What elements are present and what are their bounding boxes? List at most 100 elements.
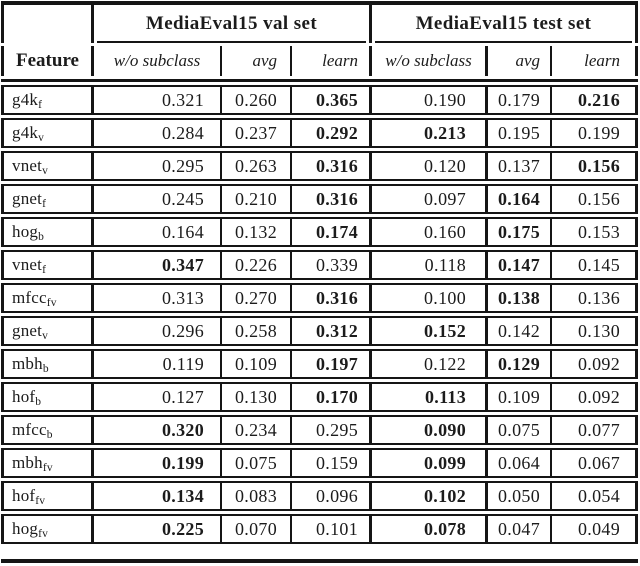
cell-val-avg: 0.083 [222, 483, 292, 509]
feature-subscript: f [42, 264, 47, 276]
cell-val-learn: 0.174 [292, 219, 372, 245]
cell-test-learn: 0.136 [578, 287, 620, 308]
cell-val-wo-subclass: 0.321 [94, 87, 222, 113]
cell-test-learn: 0.156 [578, 188, 620, 209]
val-set-group-label: MediaEval15 val set [145, 13, 318, 34]
table-row: g4kf 0.321 0.260 0.365 0.190 0.179 0.216 [1, 85, 638, 115]
table-row: mbhfv 0.199 0.075 0.159 0.099 0.064 0.067 [1, 448, 638, 478]
table-row: g4kv 0.284 0.237 0.292 0.213 0.195 0.199 [1, 118, 638, 148]
test-wo-subclass-column-header: w/o subclass [372, 46, 488, 76]
cell-val-wo-subclass: 0.225 [94, 516, 222, 542]
test-set-group-header: MediaEval15 test set [372, 5, 635, 43]
cell-test-avg: 0.129 [488, 351, 552, 377]
feature-label: hofb [12, 387, 42, 408]
table-body: g4kf 0.321 0.260 0.365 0.190 0.179 0.216 g4kv 0.… [1, 85, 638, 544]
cell-test-learn: 0.054 [578, 485, 620, 506]
test-set-group-label: MediaEval15 test set [415, 13, 592, 34]
feature-subscript: v [38, 132, 45, 144]
cell-test-learn: 0.092 [578, 386, 620, 407]
feature-subscript: b [42, 363, 49, 375]
cell-val-learn: 0.101 [292, 516, 372, 542]
cell-test-wo-subclass: 0.078 [372, 516, 488, 542]
cell-val-wo-subclass: 0.313 [94, 285, 222, 311]
cell-test-wo-subclass: 0.152 [372, 318, 488, 344]
cell-val-avg: 0.237 [222, 120, 292, 146]
cell-test-avg: 0.047 [488, 516, 552, 542]
cell-val-wo-subclass: 0.164 [94, 219, 222, 245]
cell-test-learn: 0.199 [578, 122, 620, 143]
cell-val-learn: 0.170 [292, 384, 372, 410]
cell-val-avg: 0.226 [222, 252, 292, 278]
feature-cell: hogfv [4, 516, 94, 542]
feature-subscript: b [35, 396, 42, 408]
table-row: mbhb 0.119 0.109 0.197 0.122 0.129 0.092 [1, 349, 638, 379]
cell-val-avg: 0.270 [222, 285, 292, 311]
feature-cell: vnetf [4, 252, 94, 278]
cell-val-wo-subclass: 0.296 [94, 318, 222, 344]
cell-test-wo-subclass: 0.100 [372, 285, 488, 311]
cell-val-wo-subclass: 0.347 [94, 252, 222, 278]
cell-test-learn: 0.049 [578, 518, 620, 539]
feature-subscript: v [42, 165, 49, 177]
table-row: hoffv 0.134 0.083 0.096 0.102 0.050 0.054 [1, 481, 638, 511]
table-row: gnetf 0.245 0.210 0.316 0.097 0.164 0.156 [1, 184, 638, 214]
feature-label: hogfv [12, 519, 49, 540]
feature-label: gnetv [12, 321, 49, 342]
cell-val-avg: 0.070 [222, 516, 292, 542]
val-set-group-underline [97, 41, 366, 43]
feature-cell: vnetv [4, 153, 94, 179]
table-row: vnetv 0.295 0.263 0.316 0.120 0.137 0.156 [1, 151, 638, 181]
feature-label: g4kf [12, 90, 43, 111]
cell-test-wo-subclass: 0.118 [372, 252, 488, 278]
feature-subscript: fv [42, 462, 53, 474]
feature-cell: mfccfv [4, 285, 94, 311]
cell-test-wo-subclass: 0.213 [372, 120, 488, 146]
cell-val-wo-subclass: 0.134 [94, 483, 222, 509]
feature-cell: g4kf [4, 87, 94, 113]
cell-val-learn: 0.316 [292, 285, 372, 311]
cell-val-avg: 0.260 [222, 87, 292, 113]
val-wo-subclass-column-header: w/o subclass [94, 46, 222, 76]
feature-subscript: b [38, 231, 45, 243]
cell-val-wo-subclass: 0.127 [94, 384, 222, 410]
table-row: gnetv 0.296 0.258 0.312 0.152 0.142 0.130 [1, 316, 638, 346]
feature-label: gnetf [12, 189, 47, 210]
cell-val-wo-subclass: 0.320 [94, 417, 222, 443]
cell-val-avg: 0.258 [222, 318, 292, 344]
cell-test-learn: 0.077 [578, 419, 620, 440]
feature-subscript: fv [38, 528, 49, 540]
cell-test-avg: 0.179 [488, 87, 552, 113]
cell-test-wo-subclass: 0.113 [372, 384, 488, 410]
val-learn-column-header: learn [292, 46, 372, 76]
feature-label: vnetv [12, 156, 49, 177]
cell-val-learn: 0.292 [292, 120, 372, 146]
cell-val-avg: 0.263 [222, 153, 292, 179]
table-row: mfccfv 0.313 0.270 0.316 0.100 0.138 0.136 [1, 283, 638, 313]
cell-val-avg: 0.210 [222, 186, 292, 212]
cell-test-avg: 0.064 [488, 450, 552, 476]
cell-test-avg: 0.175 [488, 219, 552, 245]
feature-subscript: f [38, 99, 43, 111]
cell-test-learn: 0.145 [578, 254, 620, 275]
val-set-group-header: MediaEval15 val set [94, 5, 372, 43]
feature-label: mbhfv [12, 453, 53, 474]
feature-cell: gnetv [4, 318, 94, 344]
feature-column-header: Feature [4, 46, 94, 76]
table-row: vnetf 0.347 0.226 0.339 0.118 0.147 0.145 [1, 250, 638, 280]
feature-cell: hoffv [4, 483, 94, 509]
cell-val-learn: 0.316 [292, 186, 372, 212]
cell-test-avg: 0.050 [488, 483, 552, 509]
cell-test-avg: 0.075 [488, 417, 552, 443]
table-row: hofb 0.127 0.130 0.170 0.113 0.109 0.092 [1, 382, 638, 412]
cell-val-avg: 0.109 [222, 351, 292, 377]
test-learn-column-header: learn [584, 51, 620, 70]
cell-val-learn: 0.365 [292, 87, 372, 113]
feature-cell: mbhb [4, 351, 94, 377]
val-avg-column-header: avg [222, 46, 292, 76]
cell-test-learn: 0.092 [578, 353, 620, 374]
cell-test-learn: 0.153 [578, 221, 620, 242]
table-row: hogb 0.164 0.132 0.174 0.160 0.175 0.153 [1, 217, 638, 247]
feature-subscript: fv [35, 495, 46, 507]
test-set-group-underline [375, 41, 632, 43]
